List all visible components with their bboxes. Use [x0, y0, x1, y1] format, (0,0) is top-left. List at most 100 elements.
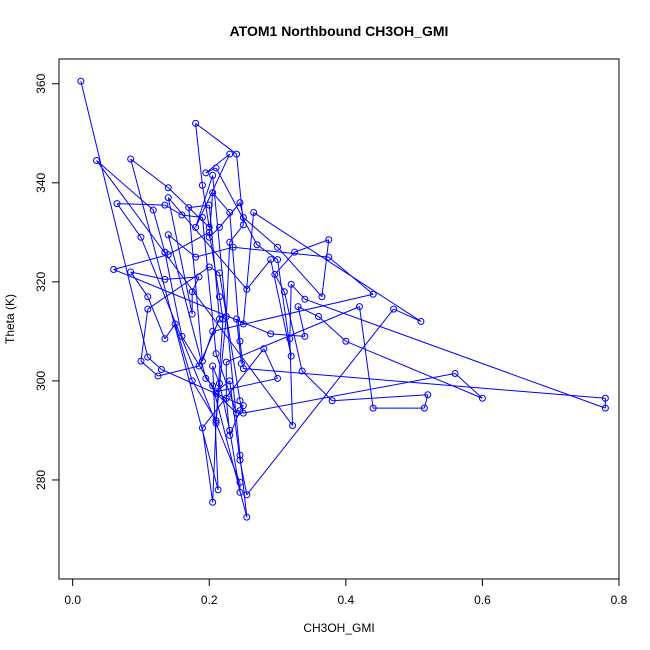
data-point [205, 233, 213, 241]
series-segment [321, 239, 330, 297]
data-point [236, 488, 244, 496]
series-segment [454, 373, 483, 399]
data-point [294, 303, 302, 311]
data-point [239, 221, 247, 229]
data-point [325, 236, 333, 244]
data-point [226, 209, 234, 217]
y-tick-label: 360 [34, 73, 48, 93]
series-segment [117, 203, 165, 206]
series-segment [201, 427, 214, 503]
data-point [161, 275, 169, 283]
series-segment [236, 318, 242, 364]
data-point [301, 295, 309, 303]
series-segment [191, 380, 217, 421]
data-point [164, 184, 172, 192]
data-point [233, 409, 241, 417]
y-axis-label: Theta (K) [3, 294, 17, 344]
data-point [226, 431, 234, 439]
series-segment [130, 271, 165, 280]
series-segment [168, 231, 210, 256]
series-segment [393, 308, 422, 322]
data-point [318, 293, 326, 301]
data-point [260, 345, 268, 353]
data-point [212, 388, 220, 396]
data-point [154, 372, 162, 380]
series-segment [113, 269, 271, 335]
data-point [236, 456, 244, 464]
data-point [250, 209, 258, 217]
data-point [229, 243, 237, 251]
data-point [212, 419, 220, 427]
series-segment [96, 160, 154, 211]
series-segment [243, 372, 456, 414]
series-segment [215, 167, 258, 245]
data-point [188, 288, 196, 296]
series-segment [274, 251, 295, 275]
series-layer [77, 77, 609, 521]
series-segment [358, 306, 374, 409]
data-point [178, 211, 186, 219]
data-point [222, 394, 230, 402]
data-point [198, 181, 206, 189]
plot-frame [58, 58, 620, 580]
series-segment [198, 318, 220, 367]
series-segment [318, 316, 347, 342]
data-point [144, 353, 152, 361]
data-point [171, 320, 179, 328]
data-point [188, 377, 196, 385]
y-axis: 280 300 320 340 360 [34, 73, 60, 490]
series-segment [212, 422, 217, 503]
data-point [219, 315, 227, 323]
data-point [110, 265, 118, 273]
x-tick-label: 0.2 [201, 593, 218, 607]
data-point [287, 280, 295, 288]
data-point [185, 204, 193, 212]
series-segment [246, 308, 395, 496]
data-point [369, 404, 377, 412]
data-point [205, 201, 213, 209]
data-point [215, 223, 223, 231]
data-point [274, 243, 282, 251]
series-segment [233, 246, 329, 258]
series-segment [130, 271, 149, 297]
data-point [212, 417, 220, 425]
data-point [198, 424, 206, 432]
series-segment [270, 259, 292, 357]
series-segment [301, 370, 333, 402]
data-point [298, 367, 306, 375]
data-point [222, 358, 230, 366]
series-segment [239, 460, 248, 495]
data-point [205, 228, 213, 236]
series-segment [167, 197, 193, 315]
series-segment [242, 212, 255, 324]
data-point [77, 77, 85, 85]
data-point [236, 337, 244, 345]
y-tick-label: 320 [34, 272, 48, 292]
series-segment [332, 394, 428, 402]
series-segment [205, 378, 214, 387]
data-point [127, 268, 135, 276]
data-point [233, 150, 241, 158]
series-segment [218, 272, 241, 401]
series-segment [297, 306, 306, 337]
series-segment [195, 246, 234, 258]
series-segment [80, 81, 149, 358]
data-point [390, 305, 398, 313]
data-point [198, 213, 206, 221]
data-point [601, 404, 609, 412]
data-point [355, 303, 363, 311]
series-segment [263, 348, 278, 379]
data-point [236, 199, 244, 207]
series-segment [208, 232, 220, 297]
data-point [328, 397, 336, 405]
y-tick-label: 300 [34, 371, 48, 391]
series-segment [195, 123, 203, 186]
series-segment [243, 217, 278, 248]
series-segment [140, 360, 159, 377]
data-point [420, 404, 428, 412]
data-point [192, 119, 200, 127]
series-segment [167, 197, 248, 290]
data-point [202, 169, 210, 177]
data-point [188, 310, 196, 318]
